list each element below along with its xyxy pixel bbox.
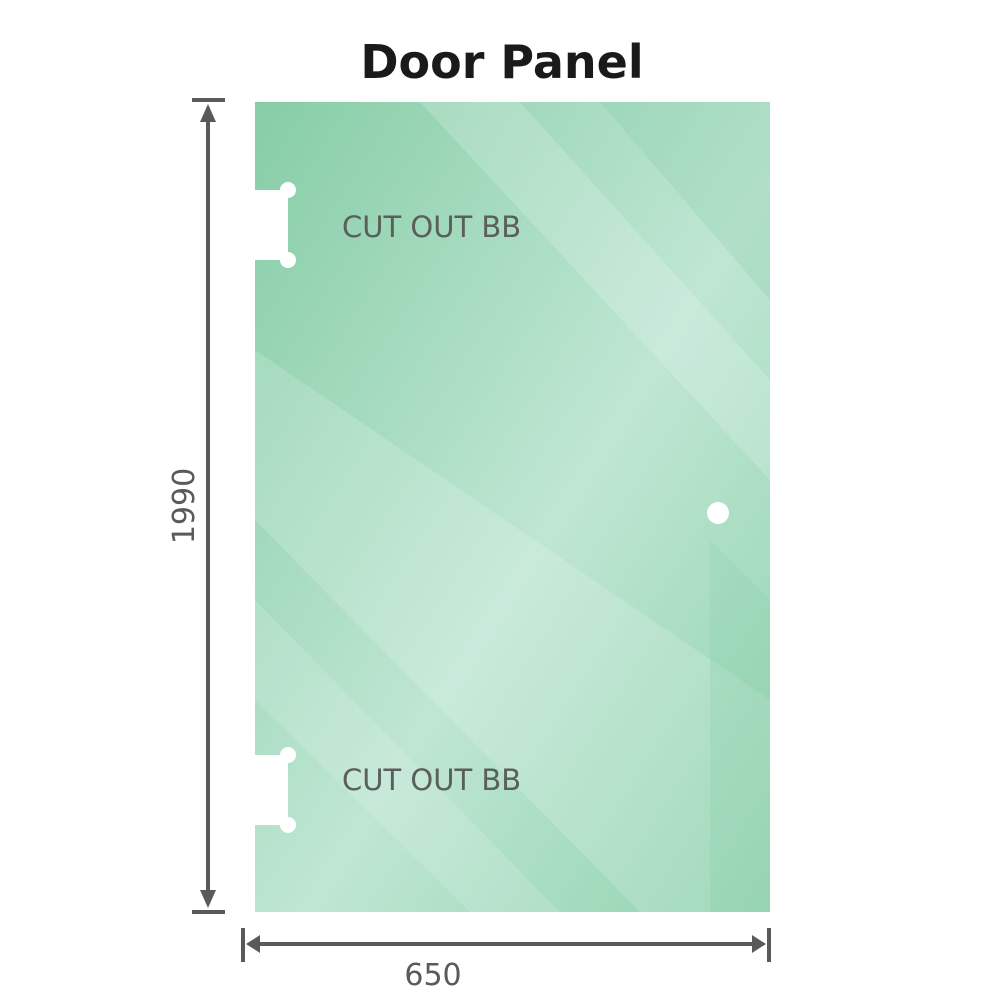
cutout-top: [250, 182, 296, 268]
height-dimension: [192, 98, 225, 914]
cutout-label: CUT OUT BB: [342, 763, 521, 797]
diagram-title: Door Panel: [360, 35, 643, 89]
width-dimension: [241, 928, 771, 962]
cutout-label: CUT OUT BB: [342, 210, 521, 244]
width-label: 650: [404, 958, 461, 993]
glass-panel: [255, 102, 770, 912]
handle-hole: [707, 502, 729, 524]
height-label: 1990: [167, 468, 202, 544]
cutout-bottom: [250, 747, 296, 833]
